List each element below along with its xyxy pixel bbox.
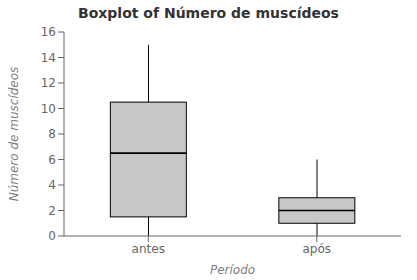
html-text:Boxplot of Número de muscídeos: Boxplot of Número de muscídeos [78,5,339,21]
svg-text:antes: antes [132,242,165,256]
svg-text:0: 0 [48,229,56,243]
svg-text:4: 4 [48,178,56,192]
svg-text:2: 2 [48,204,56,218]
svg-text:8: 8 [48,127,56,141]
svg-text:Número de muscídeos: Número de muscídeos [8,67,21,202]
svg-text:após: após [302,242,331,256]
svg-text:6: 6 [48,153,56,167]
svg-text:10: 10 [41,102,56,116]
svg-text:14: 14 [41,51,56,65]
svg-text:12: 12 [41,76,56,90]
svg-text:16: 16 [41,26,56,39]
svg-text:Período: Período [210,263,255,277]
